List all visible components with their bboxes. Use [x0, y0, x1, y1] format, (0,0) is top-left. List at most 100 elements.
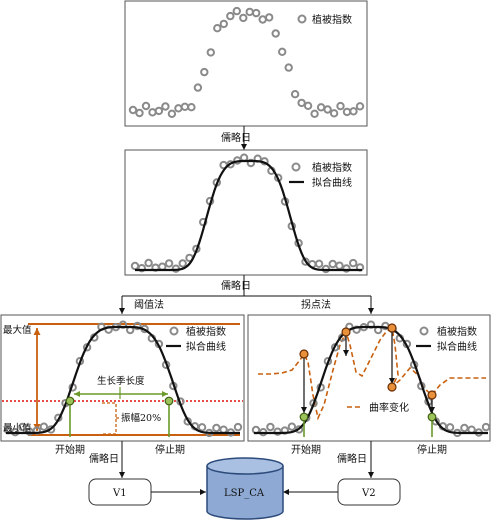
panel3-amplitude-bracket [102, 402, 117, 435]
panel1-index-point [252, 8, 261, 18]
panel1-index-point [349, 107, 358, 116]
panel2-legend-fit: 拟合曲线 [312, 176, 352, 189]
panel4-curv-point-3 [387, 323, 397, 333]
panel4-legend-ndvi: 植被指数 [437, 325, 477, 338]
panel1-index-point [239, 13, 248, 23]
panel3-index-point [233, 422, 243, 432]
panel4-index-point [445, 423, 455, 432]
panel1-index-point [187, 103, 196, 112]
panel2-index-point [246, 158, 256, 168]
panel3-legend-marker [169, 326, 179, 336]
panel2-xlabel: 儒略日 [221, 279, 251, 292]
panel1-index-point [271, 29, 280, 38]
panel1-index-point [303, 101, 313, 111]
panel3-season-length-label: 生长季长度 [97, 375, 145, 387]
panel-raw-index: 植被指数 儒略日 [124, 0, 368, 144]
panel1-index-point [310, 109, 319, 119]
panel-inflection-method: 植被指数 拟合曲线 曲率变化 [247, 314, 491, 442]
panel3-end-label: 停止期 [155, 443, 185, 456]
panel1-legend-ndvi: 植被指数 [312, 13, 352, 26]
panel1-index-point [323, 105, 332, 114]
panel1-index-point [206, 48, 216, 57]
panel3-index-point [212, 423, 221, 433]
panel1-index-point [284, 63, 293, 72]
panel2-index-point [349, 258, 358, 268]
panel4-start-point [299, 412, 309, 422]
panel4-fit-curve [254, 325, 488, 435]
panel2-legend-marker [291, 162, 301, 172]
panel4-index-point [266, 422, 275, 432]
panel2-index-point [164, 259, 174, 268]
panel4-index-point [287, 422, 297, 431]
panel2-index-point [226, 160, 235, 169]
panel4-curv-point-4 [387, 382, 397, 392]
panel1-index-point [213, 24, 222, 33]
panel1-index-point [355, 102, 365, 111]
database-cylinder: LSP_CA [206, 457, 284, 520]
panel1-index-point [226, 11, 235, 21]
panel1-xlabel: 儒略日 [221, 131, 251, 144]
panel3-index-point [197, 423, 207, 432]
panel4-start-label: 开始期 [291, 443, 321, 456]
panel4-index-point [460, 423, 469, 433]
panel1-index-point [232, 6, 242, 16]
panel2-index-point [144, 258, 153, 268]
panel-threshold-method: 植被指数 拟合曲线 最大值 最小值 生长季长度 振幅20% [0, 314, 245, 442]
panel1-index-point [161, 102, 170, 111]
panel1-index-point [135, 108, 144, 118]
panel3-fit-curve [6, 325, 240, 435]
panel1-index-markers [128, 6, 365, 119]
panel1-legend-marker [297, 14, 307, 24]
label-threshold-method: 阈值法 [134, 298, 164, 311]
panel1-index-point [141, 101, 151, 111]
panel3-amplitude-label: 振幅20% [121, 412, 161, 424]
panel3-index-point [18, 422, 27, 432]
panel1-index-point [128, 105, 138, 115]
panel1-index-point [297, 98, 306, 108]
panel1-index-point [290, 90, 300, 99]
panel2-index-point [314, 259, 324, 268]
panel-fitted-curve: 植被指数 拟合曲线 儒略日 [124, 149, 368, 292]
database-label: LSP_CA [224, 488, 265, 499]
panel3-legend-ndvi: 植被指数 [186, 325, 226, 338]
panel3-legend-fit: 拟合曲线 [186, 340, 226, 353]
panel2-frame [124, 149, 368, 276]
panel3-min-label: 最小值 [3, 422, 32, 434]
panel1-index-point [219, 19, 229, 29]
v2-label: V2 [361, 488, 376, 499]
panel3-start-label: 开始期 [55, 443, 85, 456]
panel2-index-point [342, 264, 351, 273]
panel1-frame [124, 0, 368, 127]
panel3-index-point [133, 321, 142, 331]
panel1-index-point [200, 67, 209, 77]
panel4-end-label: 停止期 [417, 443, 447, 456]
panel3-end-point [164, 396, 174, 406]
panel3-index-point [39, 422, 49, 431]
panel4-curv-point-1 [299, 349, 309, 359]
panel4-legend-curvature: 曲率变化 [369, 401, 409, 414]
panel1-index-point [265, 13, 274, 22]
panel3-start-point [65, 396, 75, 406]
panel2-index-point [178, 259, 187, 268]
v1-label: V1 [112, 488, 127, 499]
panel3-max-label: 最大值 [3, 324, 32, 336]
branch-arrows: 阈值法 拐点法 [119, 275, 374, 314]
panel4-end-point [427, 412, 437, 422]
label-inflection-method: 拐点法 [301, 298, 331, 311]
panel2-index-point [137, 264, 147, 273]
panel2-fit-curve [135, 159, 362, 272]
panel3-xlabel: 儒略日 [89, 452, 119, 465]
panel4-legend-marker [419, 326, 429, 336]
panel4-curv-point-5 [427, 390, 437, 400]
panel4-legend-fit: 拟合曲线 [437, 340, 477, 353]
panel4-index-point [481, 422, 491, 432]
panel1-index-point [167, 109, 177, 119]
panel1-index-point [336, 101, 345, 111]
panel3-index-markers [3, 320, 243, 438]
panel1-index-point [154, 106, 164, 116]
panel1-index-point [278, 47, 287, 56]
panel2-legend-ndvi: 植被指数 [312, 161, 352, 174]
panel1-index-point [193, 83, 203, 92]
panel4-xlabel: 儒略日 [337, 452, 367, 465]
